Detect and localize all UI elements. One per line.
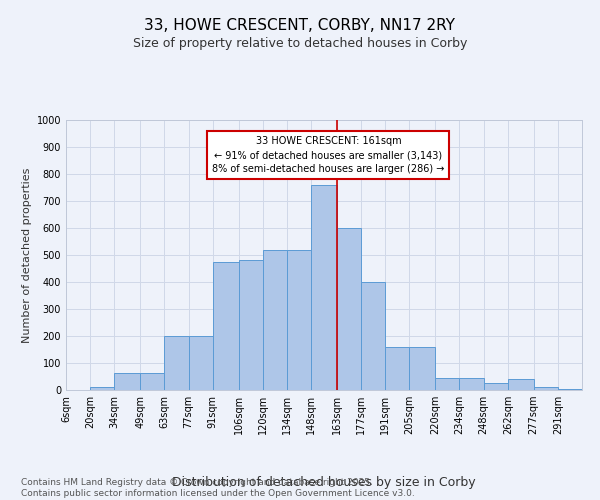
Text: Contains HM Land Registry data © Crown copyright and database right 2025.
Contai: Contains HM Land Registry data © Crown c…: [21, 478, 415, 498]
Bar: [188, 336, 212, 390]
Bar: [385, 347, 409, 390]
Bar: [409, 347, 436, 390]
Bar: [311, 185, 337, 390]
Bar: [533, 388, 558, 390]
Bar: [115, 373, 140, 390]
Y-axis label: Number of detached properties: Number of detached properties: [22, 168, 32, 342]
Bar: [90, 388, 115, 390]
Text: 33 HOWE CRESCENT: 161sqm
← 91% of detached houses are smaller (3,143)
8% of semi: 33 HOWE CRESCENT: 161sqm ← 91% of detach…: [212, 136, 445, 174]
Bar: [239, 260, 263, 390]
Bar: [558, 388, 582, 390]
Bar: [164, 336, 188, 390]
Bar: [337, 228, 361, 390]
X-axis label: Distribution of detached houses by size in Corby: Distribution of detached houses by size …: [172, 476, 476, 489]
Bar: [508, 379, 533, 390]
Bar: [212, 262, 239, 390]
Text: 33, HOWE CRESCENT, CORBY, NN17 2RY: 33, HOWE CRESCENT, CORBY, NN17 2RY: [145, 18, 455, 32]
Bar: [140, 373, 164, 390]
Bar: [263, 250, 287, 390]
Text: Size of property relative to detached houses in Corby: Size of property relative to detached ho…: [133, 38, 467, 51]
Bar: [436, 378, 460, 390]
Bar: [460, 378, 484, 390]
Bar: [287, 250, 311, 390]
Bar: [484, 383, 508, 390]
Bar: [361, 282, 385, 390]
